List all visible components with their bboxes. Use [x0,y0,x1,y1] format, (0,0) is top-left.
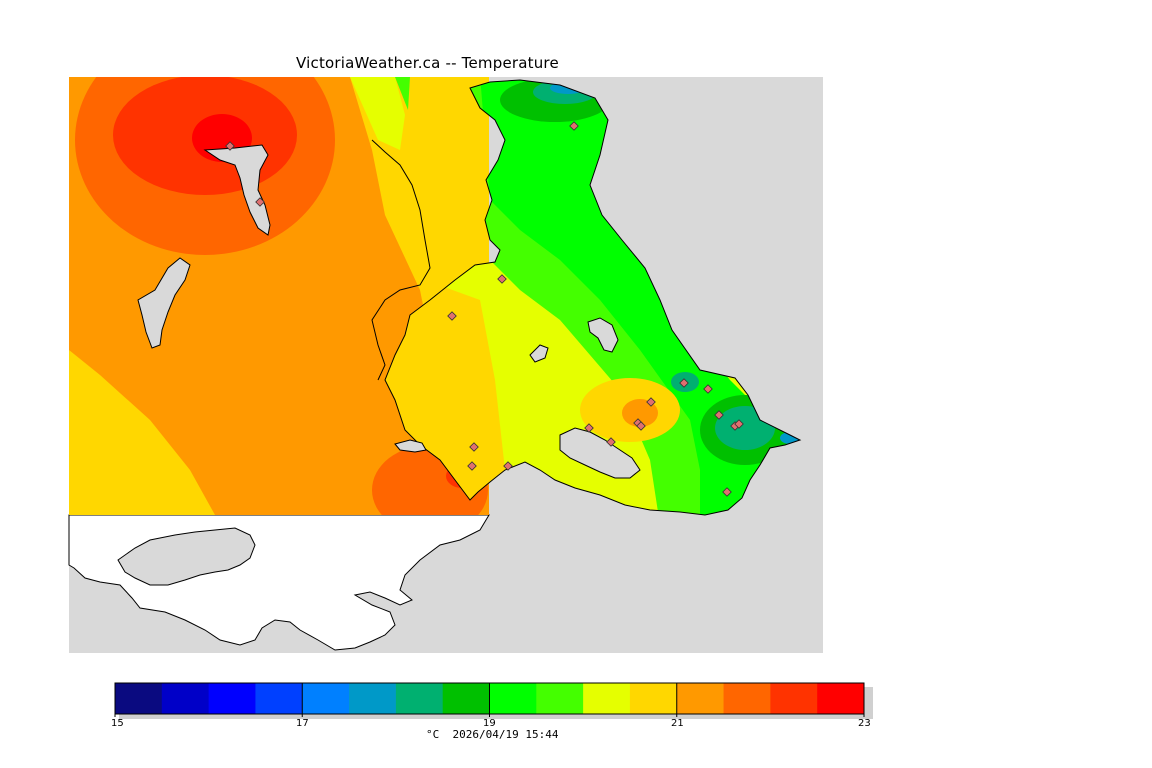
legend-tick: 19 [483,718,496,729]
colorbar-segment [676,683,725,714]
colorbar-segment [489,683,537,714]
legend-tick: 21 [671,718,684,729]
colorbar-segment [817,683,865,714]
colorbar-segment [770,683,818,714]
station-marker[interactable] [703,384,713,394]
station-marker[interactable] [255,197,265,207]
station-marker[interactable] [503,461,513,471]
colorbar-segment [349,683,397,714]
colorbar-segment [442,683,490,714]
station-marker[interactable] [467,461,477,471]
colorbar-segment [629,683,678,714]
lake-small [529,344,549,363]
colorbar [114,682,865,717]
station-marker[interactable] [569,121,579,131]
lake-west-south [394,439,427,453]
station-markers [225,121,744,497]
station-marker[interactable] [447,311,457,321]
station-marker[interactable] [636,421,646,431]
west-coastline [371,139,431,381]
station-marker[interactable] [679,378,689,388]
lake-east [587,317,619,353]
colorbar-border [114,682,865,715]
colorbar-segment [255,683,303,714]
legend-caption: °C 2026/04/19 15:44 [426,728,558,741]
harbour-water [559,427,641,479]
station-marker[interactable] [734,419,744,429]
legend-tick: 15 [111,718,124,729]
legend-timestamp: 2026/04/19 15:44 [452,728,559,741]
colorbar-segment [161,683,210,714]
station-marker[interactable] [225,141,235,151]
colorbar-segment [723,683,771,714]
station-marker[interactable] [584,423,594,433]
lake-west-middle [137,257,191,349]
colorbar-segment [395,683,444,714]
west-temperature-field [69,77,489,515]
colorbar-segment [536,683,584,714]
colorbar-segment [115,683,163,714]
station-marker[interactable] [606,437,616,447]
peninsula-coastline [384,79,802,516]
map-title: VictoriaWeather.ca -- Temperature [296,54,559,72]
southern-inlet [117,527,256,586]
station-marker[interactable] [714,410,724,420]
legend-unit: °C [426,728,440,741]
legend-tick: 23 [858,718,871,729]
station-marker[interactable] [469,442,479,452]
station-marker[interactable] [646,397,656,407]
colorbar-segment [208,683,256,714]
colorbar-segment [583,683,631,714]
station-marker[interactable] [497,274,507,284]
legend-tick: 17 [296,718,309,729]
colorbar-segment [302,683,350,714]
station-marker[interactable] [722,487,732,497]
lake-west-north [203,144,271,236]
